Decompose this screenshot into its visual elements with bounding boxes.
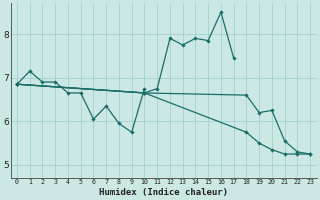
X-axis label: Humidex (Indice chaleur): Humidex (Indice chaleur) xyxy=(99,188,228,197)
